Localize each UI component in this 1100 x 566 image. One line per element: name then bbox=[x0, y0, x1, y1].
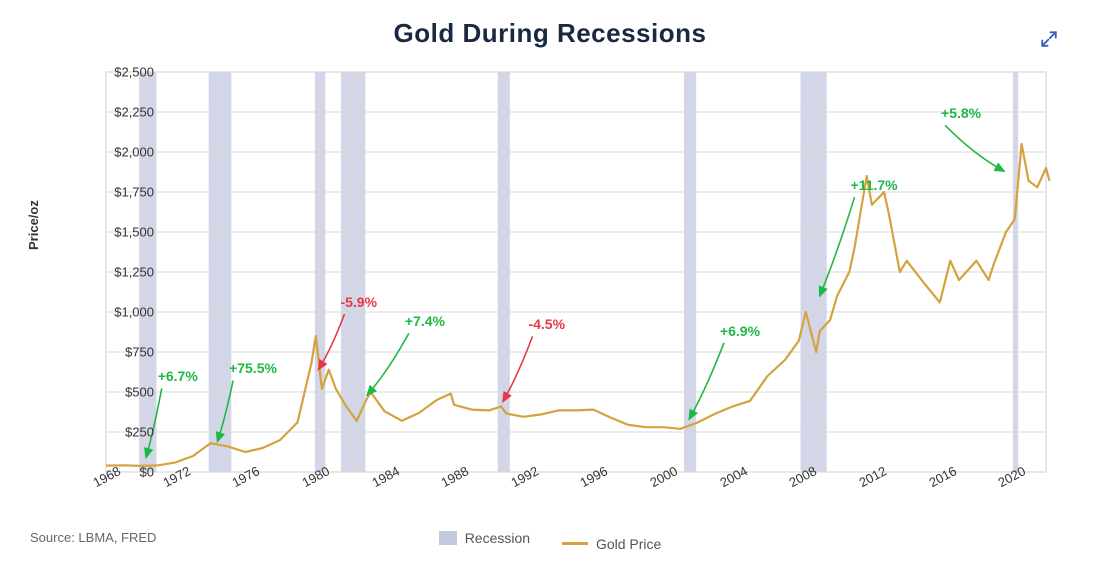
annotation-label: -5.9% bbox=[340, 294, 377, 310]
annotation-label: +5.8% bbox=[941, 105, 981, 121]
legend-goldprice-label: Gold Price bbox=[596, 536, 661, 552]
annotation-arrow bbox=[945, 125, 1004, 171]
annotation-label: +6.7% bbox=[158, 368, 198, 384]
y-tick-label: $2,000 bbox=[104, 145, 154, 160]
annotation-arrow bbox=[367, 333, 409, 395]
y-tick-label: $1,500 bbox=[104, 225, 154, 240]
y-tick-label: $2,500 bbox=[104, 65, 154, 80]
y-tick-label: $2,250 bbox=[104, 105, 154, 120]
legend-recession: Recession bbox=[439, 530, 530, 546]
y-tick-label: $1,750 bbox=[104, 185, 154, 200]
y-tick-label: $750 bbox=[104, 345, 154, 360]
annotation-label: +7.4% bbox=[405, 313, 445, 329]
legend-recession-swatch bbox=[439, 531, 457, 545]
expand-icon[interactable] bbox=[1040, 30, 1058, 48]
legend: Recession Gold Price bbox=[0, 530, 1100, 552]
y-tick-label: $1,250 bbox=[104, 265, 154, 280]
legend-goldprice: Gold Price bbox=[562, 536, 661, 552]
chart-area: +6.7% +75.5% -5.9% +7.4% -4.5% +6.9% +11.7% +5.… bbox=[106, 72, 1046, 472]
legend-recession-label: Recession bbox=[465, 530, 530, 546]
chart-svg bbox=[106, 72, 1046, 472]
annotation-label: +11.7% bbox=[851, 177, 898, 193]
annotation-label: +6.9% bbox=[720, 323, 760, 339]
chart-title: Gold During Recessions bbox=[0, 18, 1100, 49]
y-tick-label: $500 bbox=[104, 385, 154, 400]
x-tick-label: 1968 bbox=[90, 463, 123, 490]
legend-goldprice-swatch bbox=[562, 542, 588, 545]
y-axis-label: Price/oz bbox=[26, 200, 41, 250]
chart-container: Gold During Recessions Price/oz +6.7% +75… bbox=[0, 0, 1100, 566]
annotation-label: -4.5% bbox=[528, 316, 565, 332]
annotation-label: +75.5% bbox=[229, 360, 277, 376]
y-tick-label: $1,000 bbox=[104, 305, 154, 320]
y-tick-label: $250 bbox=[104, 425, 154, 440]
